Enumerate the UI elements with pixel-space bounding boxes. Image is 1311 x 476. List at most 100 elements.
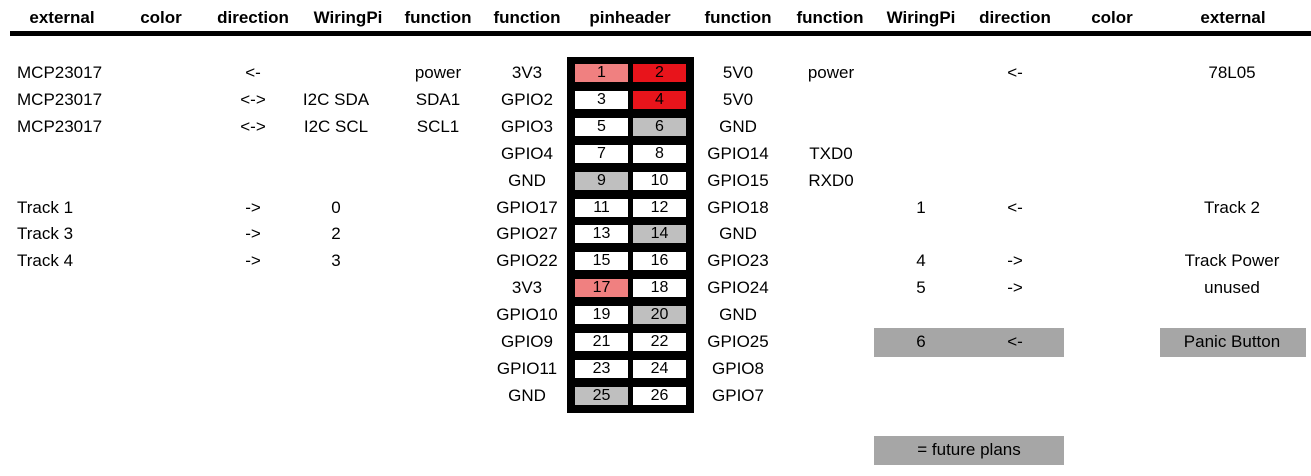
pin-5: 5 [575, 117, 628, 136]
pin-4: 4 [633, 90, 686, 109]
future-plan-highlight-wiringpi [874, 328, 1064, 357]
function-right-cell: GPIO14 [707, 143, 769, 163]
legend-future-plans: = future plans [917, 440, 1021, 459]
direction-left-cell: <-> [240, 89, 266, 109]
external-left-cell: Track 1 [17, 197, 74, 217]
future-plan-highlight-external [1160, 328, 1306, 357]
wiringpi-right-cell: 4 [916, 251, 926, 271]
column-header-11: color [1091, 8, 1133, 27]
direction-right-cell: <- [1007, 332, 1023, 351]
column-header-9: WiringPi [886, 8, 956, 27]
external-left-cell: Track 4 [17, 251, 74, 271]
wiringpi-right-cell: 1 [916, 197, 926, 217]
column-header-1: color [140, 8, 182, 27]
function-right-cell: GND [719, 305, 757, 325]
direction-left-cell: -> [245, 251, 261, 271]
column-header-8: function [796, 8, 864, 27]
wiringpi-left-cell: I2C SDA [302, 89, 370, 109]
function-left-cell: GPIO11 [496, 358, 558, 378]
pin-8: 8 [633, 144, 686, 163]
pin-9: 9 [575, 171, 628, 190]
direction-left-cell: -> [245, 197, 261, 217]
pin-19: 19 [575, 306, 628, 325]
header-rule [10, 31, 1311, 36]
external-right-cell: unused [1204, 278, 1260, 298]
direction-right-cell: -> [1007, 251, 1023, 271]
function-left-cell: GPIO2 [501, 89, 553, 109]
function-left-cell: GPIO22 [496, 251, 558, 271]
external-left-cell: MCP23017 [17, 89, 103, 109]
pin-14: 14 [633, 225, 686, 244]
pin-25: 25 [575, 386, 628, 405]
external-left-cell: Track 3 [17, 224, 74, 244]
function-left-cell: GND [508, 170, 546, 190]
function-right-outer-cell: RXD0 [808, 170, 854, 190]
direction-left-cell: -> [245, 224, 261, 244]
column-header-10: direction [979, 8, 1051, 27]
wiringpi-left-cell: 3 [331, 251, 341, 271]
pin-17: 17 [575, 279, 628, 298]
direction-right-cell: -> [1007, 278, 1023, 298]
function-right-outer-cell: power [807, 63, 855, 82]
direction-left-cell: <-> [240, 116, 266, 136]
column-header-12: external [1200, 8, 1266, 27]
legend-swatch [874, 436, 1064, 465]
function-left-outer-cell: SDA1 [415, 89, 461, 109]
function-right-cell: GPIO8 [712, 358, 764, 378]
pin-3: 3 [575, 90, 628, 109]
function-right-cell: GND [719, 116, 757, 136]
external-right-cell: Panic Button [1183, 332, 1281, 351]
function-right-cell: GPIO25 [707, 332, 769, 351]
pin-1: 1 [575, 64, 628, 82]
pin-7: 7 [575, 144, 628, 163]
pin-22: 22 [633, 333, 686, 351]
function-right-cell: GPIO7 [712, 385, 764, 405]
pin-13: 13 [575, 225, 628, 244]
external-left-cell: MCP23017 [17, 63, 103, 82]
wiringpi-left-cell: I2C SCL [303, 116, 369, 136]
function-left-cell: GPIO4 [501, 143, 553, 163]
pin-26: 26 [633, 386, 686, 405]
function-right-cell: 5V0 [722, 63, 754, 82]
function-left-cell: GPIO9 [501, 332, 553, 351]
pin-21: 21 [575, 333, 628, 351]
column-header-0: external [29, 8, 95, 27]
external-left-cell: MCP23017 [17, 116, 103, 136]
pin-23: 23 [575, 359, 628, 378]
function-left-cell: GND [508, 385, 546, 405]
function-right-cell: GND [719, 224, 757, 244]
column-header-7: function [704, 8, 772, 27]
wiringpi-right-cell: 6 [916, 332, 926, 351]
function-left-outer-cell: SCL1 [416, 116, 460, 136]
column-header-2: direction [217, 8, 289, 27]
pin-16: 16 [633, 252, 686, 271]
function-left-outer-cell: power [414, 63, 462, 82]
function-left-cell: 3V3 [511, 278, 543, 298]
function-right-cell: 5V0 [722, 89, 754, 109]
direction-right-cell: <- [1007, 63, 1023, 82]
column-header-5: function [493, 8, 561, 27]
function-left-cell: GPIO10 [496, 305, 558, 325]
direction-right-cell: <- [1007, 197, 1023, 217]
function-right-cell: GPIO23 [707, 251, 769, 271]
external-right-cell: Track Power [1184, 251, 1280, 271]
function-left-cell: 3V3 [511, 63, 543, 82]
function-left-cell: GPIO3 [501, 116, 553, 136]
direction-left-cell: <- [245, 63, 261, 82]
function-right-cell: GPIO15 [707, 170, 769, 190]
pin-6: 6 [633, 117, 686, 136]
function-left-cell: GPIO27 [496, 224, 558, 244]
column-header-3: WiringPi [313, 8, 383, 27]
pin-12: 12 [633, 198, 686, 217]
pin-15: 15 [575, 252, 628, 271]
function-right-outer-cell: TXD0 [809, 143, 853, 163]
pin-24: 24 [633, 359, 686, 378]
pin-10: 10 [633, 171, 686, 190]
wiringpi-left-cell: 2 [331, 224, 341, 244]
pin-20: 20 [633, 306, 686, 325]
pin-18: 18 [633, 279, 686, 298]
column-header-4: function [404, 8, 472, 27]
column-header-6: pinheader [589, 8, 671, 27]
function-right-cell: GPIO24 [707, 278, 769, 298]
pin-2: 2 [633, 64, 686, 82]
